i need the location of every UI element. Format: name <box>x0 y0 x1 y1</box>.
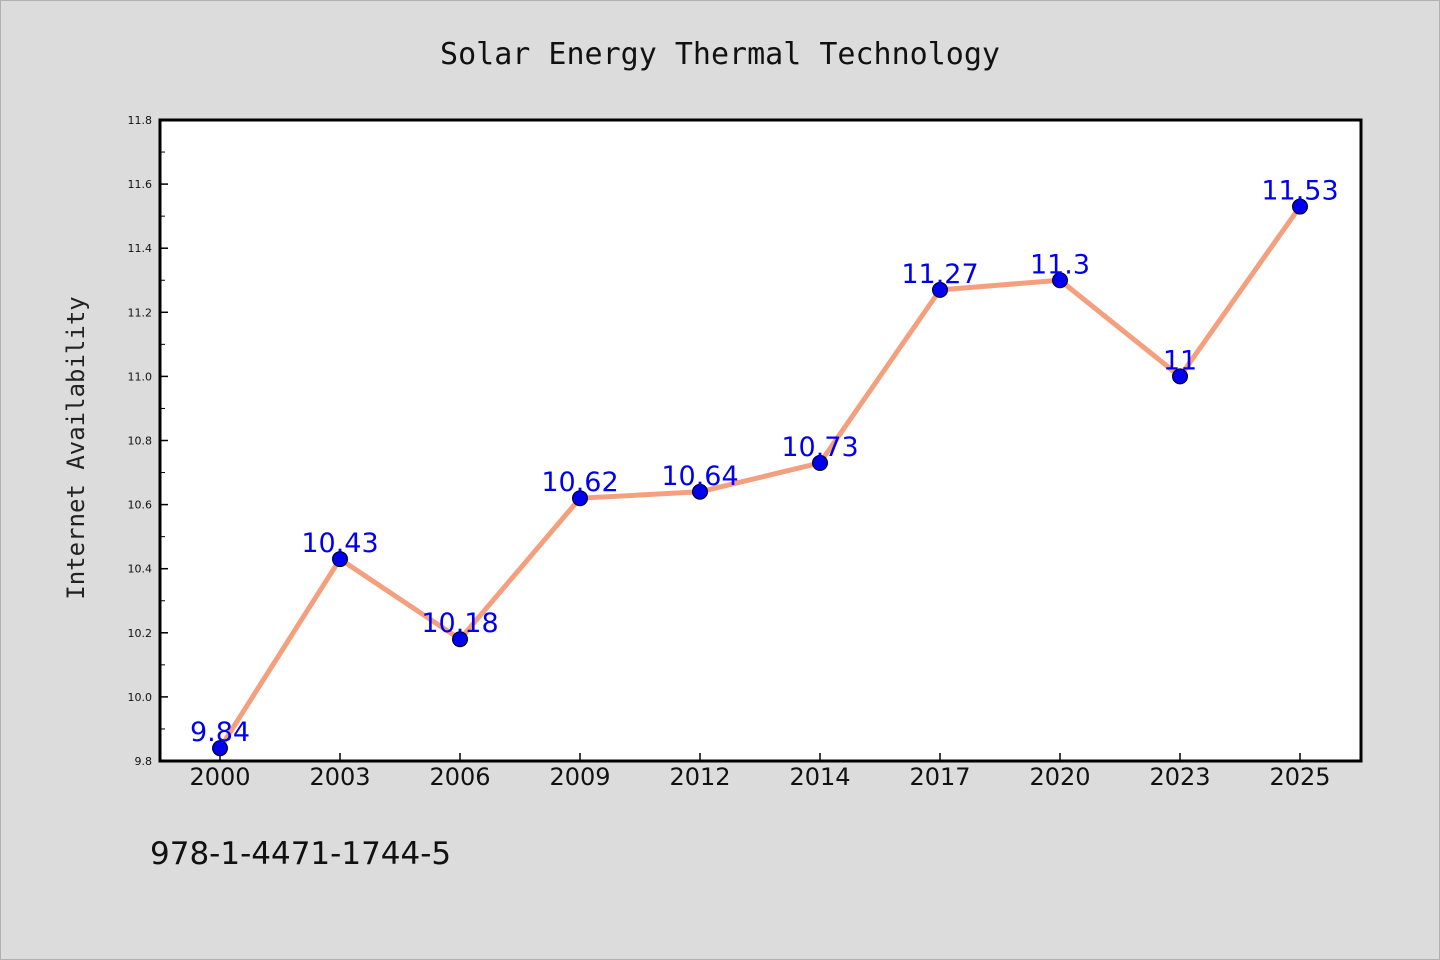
x-tick-label: 2006 <box>429 763 490 791</box>
x-tick-label: 2012 <box>669 763 730 791</box>
data-point <box>692 483 708 500</box>
y-tick-label: 10.4 <box>128 563 153 576</box>
data-point <box>212 740 228 757</box>
x-tick-label: 2017 <box>909 763 970 791</box>
x-tick-label: 2014 <box>789 763 850 791</box>
data-label: 10.18 <box>421 608 498 639</box>
x-axis: 2000 2003 2006 2009 2012 2014 2017 2020 2023 2025 <box>189 753 1331 791</box>
y-tick-label: 10.0 <box>128 691 153 704</box>
x-tick-label: 2003 <box>309 763 370 791</box>
data-label: 10.62 <box>541 467 618 498</box>
data-point <box>1172 368 1188 385</box>
data-point <box>1292 198 1308 215</box>
data-label: 9.84 <box>190 717 250 748</box>
series-line <box>217 204 1303 751</box>
x-tick-label: 2023 <box>1149 763 1210 791</box>
data-point <box>332 551 348 568</box>
y-tick-label: 10.2 <box>128 627 153 640</box>
data-label: 10.73 <box>781 432 858 463</box>
plot-area <box>158 118 1363 763</box>
footnote-isbn: 978-1-4471-1744-5 <box>150 836 451 872</box>
y-tick-label: 9.8 <box>135 755 153 768</box>
y-tick-label: 11.0 <box>128 370 153 383</box>
data-point <box>812 454 828 471</box>
x-tick-label: 2000 <box>189 763 250 791</box>
data-label: 11.53 <box>1261 176 1338 207</box>
data-point <box>1052 272 1068 289</box>
y-tick-label: 10.6 <box>128 499 153 512</box>
data-point <box>452 631 468 648</box>
y-axis: 9.8 10.0 10.2 10.4 10.6 10.8 11.0 11.2 11.4 11.6 1… <box>128 114 168 768</box>
data-markers <box>212 198 1308 757</box>
x-tick-label: 2020 <box>1029 763 1090 791</box>
data-point <box>572 490 588 507</box>
y-axis-label: Internet Availability <box>62 296 90 599</box>
data-label: 10.64 <box>661 461 738 492</box>
x-tick-label: 2025 <box>1269 763 1330 791</box>
x-tick-label: 2009 <box>549 763 610 791</box>
y-tick-label: 11.6 <box>128 178 153 191</box>
chart-title: Solar Energy Thermal Technology <box>440 37 1000 72</box>
y-tick-label: 11.2 <box>128 306 153 319</box>
data-label: 11 <box>1163 345 1197 376</box>
y-tick-label: 11.8 <box>128 114 153 127</box>
data-point <box>932 281 948 298</box>
data-labels: 9.84 10.43 10.18 10.62 10.64 10.73 11.27 11.3 11… <box>190 176 1339 749</box>
y-tick-label: 11.4 <box>128 242 153 255</box>
y-tick-label: 10.8 <box>128 435 153 448</box>
data-label: 11.27 <box>901 259 978 290</box>
data-label: 10.43 <box>301 528 378 559</box>
data-label: 11.3 <box>1030 249 1090 280</box>
